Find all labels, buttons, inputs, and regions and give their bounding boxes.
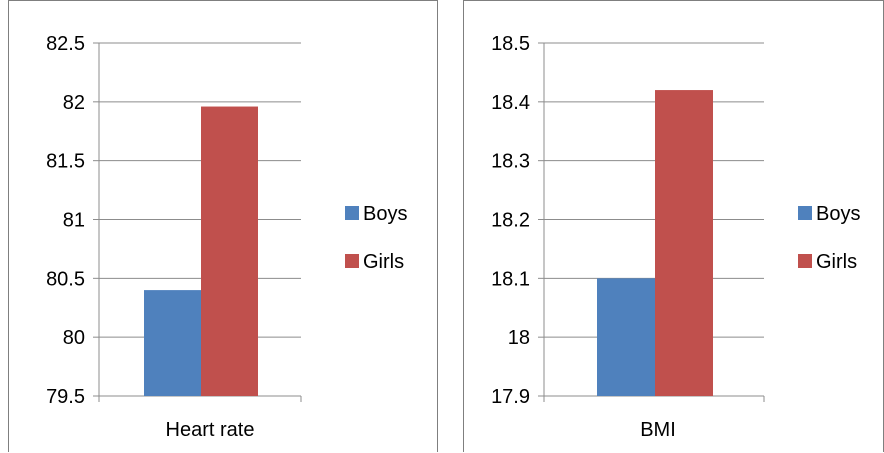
legend-label-boys: Boys	[363, 203, 407, 225]
y-tick-label: 18.4	[491, 92, 530, 114]
bmi-chart: 18.5 18.4 18.3 18.2 18.1 18 17.9 BMI Boys Girls	[491, 33, 860, 441]
y-tick-label: 81.5	[46, 151, 85, 173]
legend-swatch-boys	[798, 206, 812, 220]
y-tick-label: 18.2	[491, 210, 530, 232]
y-tick-label: 17.9	[491, 386, 530, 408]
y-tick-label: 18.3	[491, 151, 530, 173]
y-tick-label: 82.5	[46, 33, 85, 55]
heart-rate-chart: 82.5 82 81.5 81 80.5 80 79.5 Heart rate Boys Girl…	[46, 33, 407, 441]
legend-label-boys: Boys	[816, 203, 860, 225]
y-tick-label: 80	[63, 327, 85, 349]
bar-boys	[144, 290, 201, 396]
y-tick-label: 79.5	[46, 386, 85, 408]
y-tick-label: 18	[508, 327, 530, 349]
legend-swatch-boys	[345, 206, 359, 220]
y-tick-label: 18.5	[491, 33, 530, 55]
x-category-label: Heart rate	[166, 419, 255, 441]
y-tick-label: 81	[63, 210, 85, 232]
bar-girls	[201, 106, 258, 396]
x-category-label: BMI	[640, 419, 676, 441]
legend-swatch-girls	[798, 254, 812, 268]
y-tick-label: 82	[63, 92, 85, 114]
bar-boys	[597, 278, 655, 396]
bmi-chart-panel: 18.5 18.4 18.3 18.2 18.1 18 17.9 BMI Boys Girls	[463, 0, 884, 452]
legend-swatch-girls	[345, 254, 359, 268]
legend-label-girls: Girls	[363, 251, 404, 273]
legend-label-girls: Girls	[816, 251, 857, 273]
heart-rate-chart-panel: 82.5 82 81.5 81 80.5 80 79.5 Heart rate Boys Girl…	[8, 0, 438, 452]
y-tick-label: 80.5	[46, 268, 85, 290]
y-tick-label: 18.1	[491, 268, 530, 290]
bar-girls	[655, 90, 713, 397]
